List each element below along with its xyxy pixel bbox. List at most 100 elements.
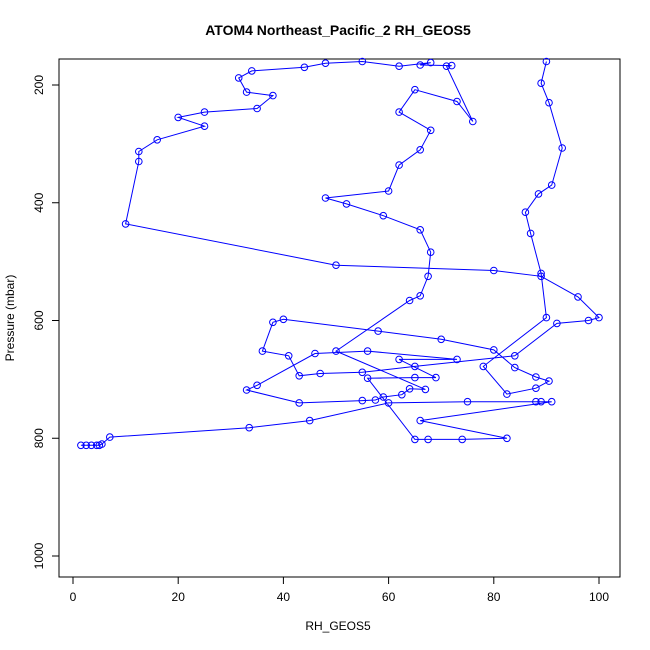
data-point	[269, 91, 277, 100]
x-axis-label: RH_GEOS5	[305, 619, 371, 633]
y-tick-label: 800	[32, 428, 46, 448]
series-line	[80, 60, 600, 446]
data-point	[106, 433, 114, 441]
y-tick-label: 1000	[32, 542, 46, 569]
x-tick-label: 0	[70, 590, 77, 604]
data-point	[437, 335, 446, 344]
y-axis-label: Pressure (mbar)	[3, 275, 17, 362]
data-point	[284, 352, 293, 360]
data-point	[416, 61, 425, 69]
series-rh-geos5	[77, 57, 603, 450]
y-tick-label: 200	[32, 75, 46, 95]
data-point	[358, 368, 367, 377]
data-point	[411, 435, 419, 444]
x-tick-label: 100	[589, 590, 609, 604]
data-point	[92, 441, 101, 450]
data-point	[469, 117, 477, 126]
data-point	[411, 373, 419, 382]
data-point	[416, 146, 425, 154]
data-point	[542, 57, 551, 66]
data-point	[537, 397, 545, 406]
data-point	[242, 386, 251, 394]
data-point	[384, 187, 393, 195]
data-point	[200, 108, 209, 116]
data-point	[321, 59, 330, 68]
x-tick-label: 60	[382, 590, 396, 604]
data-point	[321, 194, 330, 202]
x-tick-label: 40	[277, 590, 291, 604]
data-point	[532, 373, 540, 381]
data-point	[379, 393, 388, 401]
data-point	[245, 423, 253, 432]
data-point	[253, 104, 261, 113]
data-point	[358, 396, 367, 405]
data-point	[432, 373, 440, 382]
data-point	[395, 62, 403, 70]
x-tick-label: 20	[172, 590, 186, 604]
data-point	[342, 200, 351, 208]
data-point	[121, 220, 130, 228]
data-point	[453, 355, 461, 364]
y-tick-label: 400	[32, 192, 46, 212]
plot-frame	[58, 58, 621, 578]
x-axis: 0 20 40 60 80 100	[70, 577, 609, 604]
data-point	[426, 248, 435, 256]
data-point	[242, 88, 251, 96]
data-point	[511, 363, 519, 372]
data-point	[526, 229, 535, 238]
data-point	[595, 313, 603, 322]
data-point	[424, 272, 432, 281]
data-point	[384, 399, 393, 407]
data-point	[398, 390, 406, 399]
data-point	[269, 318, 277, 327]
data-point	[87, 441, 96, 450]
data-points	[77, 57, 603, 450]
data-point	[279, 315, 288, 324]
data-point	[98, 440, 106, 448]
data-point	[545, 98, 553, 107]
data-point	[490, 346, 498, 354]
data-point	[426, 126, 435, 135]
data-point	[295, 399, 304, 407]
data-point	[135, 157, 143, 166]
data-point	[503, 434, 511, 443]
data-point	[363, 347, 372, 355]
data-point	[490, 266, 498, 275]
data-point	[479, 362, 488, 371]
data-point	[200, 122, 209, 130]
data-point	[547, 397, 556, 406]
data-point	[545, 377, 553, 385]
data-point	[453, 97, 461, 106]
data-point	[532, 397, 540, 406]
data-point	[135, 147, 143, 156]
data-point	[553, 319, 561, 328]
data-point	[442, 62, 451, 70]
data-point	[374, 327, 382, 335]
data-point	[426, 58, 435, 67]
data-point	[405, 385, 414, 393]
data-point	[416, 226, 425, 234]
data-point	[532, 384, 540, 393]
data-point	[300, 63, 309, 72]
chart-title: ATOM4 Northeast_Pacific_2 RH_GEOS5	[205, 22, 471, 38]
data-point	[584, 316, 593, 325]
data-point	[447, 61, 456, 70]
data-point	[558, 144, 567, 152]
data-point	[248, 67, 256, 75]
data-point	[416, 292, 425, 300]
data-point	[332, 261, 340, 270]
data-point	[537, 79, 545, 87]
data-point	[379, 211, 388, 220]
data-point	[253, 381, 261, 390]
data-point	[463, 397, 472, 406]
data-point	[305, 416, 314, 425]
data-point	[82, 441, 90, 450]
data-point	[363, 374, 372, 383]
data-point	[358, 57, 367, 66]
data-point	[458, 435, 467, 444]
y-axis: 200 400 600 800 1000	[32, 75, 59, 569]
data-point	[332, 347, 340, 355]
data-point	[416, 416, 425, 425]
data-point	[542, 313, 551, 322]
data-point	[174, 113, 182, 122]
